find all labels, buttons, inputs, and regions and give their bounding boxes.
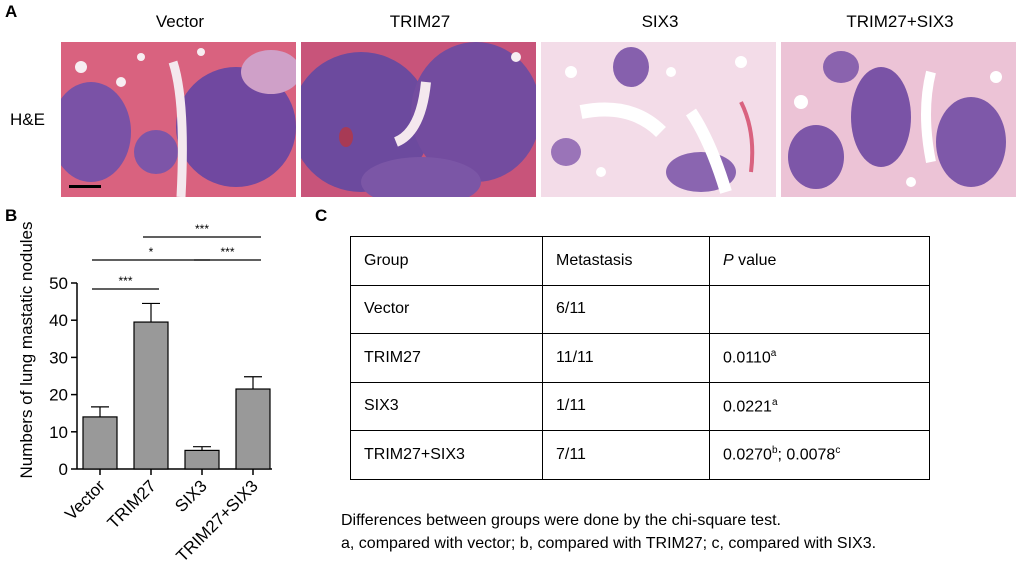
p-value-text: 0.0221 <box>723 397 772 415</box>
cell-metastasis: 7/11 <box>542 430 710 480</box>
column-label-six3: SIX3 <box>641 12 679 31</box>
column-label-vector: Vector <box>155 12 205 31</box>
cell-p-value: 0.0110a <box>709 333 930 383</box>
header-metastasis: Metastasis <box>542 236 710 286</box>
panel-letter-b: B <box>5 206 18 225</box>
cell-group: Vector <box>350 284 543 334</box>
y-axis-label: Numbers of lung mastatic nodules <box>17 221 36 478</box>
header-p-italic: P <box>723 251 734 269</box>
bar <box>82 416 118 470</box>
cell-group: TRIM27 <box>350 333 543 383</box>
bar <box>184 449 220 470</box>
p-value-text: ; 0.0078 <box>777 446 836 464</box>
header-p-rest: value <box>733 251 777 269</box>
header-group: Group <box>350 236 543 286</box>
table-row: Vector 6/11 <box>350 284 930 334</box>
header-p-value: P value <box>709 236 930 286</box>
bar <box>133 321 169 470</box>
p-value-superscript: b <box>771 445 778 457</box>
table-header-row: Group Metastasis P value <box>350 236 930 286</box>
column-label-trim27-six3: TRIM27+SIX3 <box>846 12 954 31</box>
cell-p-value: 0.0221a <box>709 381 930 431</box>
bar-chart: Numbers of lung mastatic nodules 0 10 20 30… <box>17 221 272 566</box>
y-tick-label: 20 <box>49 386 68 405</box>
significance-label: *** <box>118 274 132 288</box>
significance-label: *** <box>220 245 234 259</box>
cell-group: SIX3 <box>350 381 543 431</box>
bar <box>235 388 271 470</box>
p-value-text: 0.0270 <box>723 446 772 464</box>
he-image-trim27 <box>301 42 536 197</box>
y-tick-label: 30 <box>49 348 68 367</box>
panel-letter-c: C <box>315 206 328 225</box>
x-tick-label: Vector <box>61 476 109 524</box>
p-value-superscript: a <box>770 348 777 360</box>
y-tick-label: 40 <box>49 311 68 330</box>
p-value-superscript: c <box>835 445 841 457</box>
table-note-2: a, compared with vector; b, compared wit… <box>341 535 877 552</box>
table-row: TRIM27 11/11 0.0110a <box>350 333 930 383</box>
he-image-six3 <box>541 42 776 197</box>
cell-metastasis: 1/11 <box>542 381 710 431</box>
x-tick-label: SIX3 <box>171 476 210 515</box>
x-tick-label: TRIM27 <box>104 476 160 532</box>
table-row: SIX3 1/11 0.0221a <box>350 381 930 431</box>
cell-p-value: 0.0270b; 0.0078c <box>709 430 930 480</box>
p-value-superscript: a <box>771 396 778 408</box>
significance-label: * <box>149 245 154 259</box>
scale-bar <box>69 185 101 188</box>
chart-bars <box>82 302 271 470</box>
metastasis-table: Group Metastasis P value Vector 6/11 TRIM2… <box>350 236 930 480</box>
p-value-text: 0.0110 <box>723 349 771 367</box>
panel-letter-a: A <box>5 2 18 21</box>
y-tick-label: 10 <box>49 423 68 442</box>
y-tick-label: 50 <box>49 274 68 293</box>
cell-p-value <box>709 284 930 334</box>
cell-group: TRIM27+SIX3 <box>350 430 543 480</box>
cell-metastasis: 6/11 <box>542 284 710 334</box>
y-tick-label: 0 <box>59 460 68 479</box>
table-row: TRIM27+SIX3 7/11 0.0270b; 0.0078c <box>350 430 930 480</box>
row-label-he: H&E <box>10 110 45 129</box>
table-note-1: Differences between groups were done by … <box>341 512 781 529</box>
column-label-trim27: TRIM27 <box>389 12 451 31</box>
significance-label: *** <box>195 222 209 236</box>
he-image-vector <box>61 42 296 197</box>
cell-metastasis: 11/11 <box>542 333 710 383</box>
significance-brackets: ********** <box>92 222 261 290</box>
he-image-trim27-six3 <box>781 42 1016 197</box>
